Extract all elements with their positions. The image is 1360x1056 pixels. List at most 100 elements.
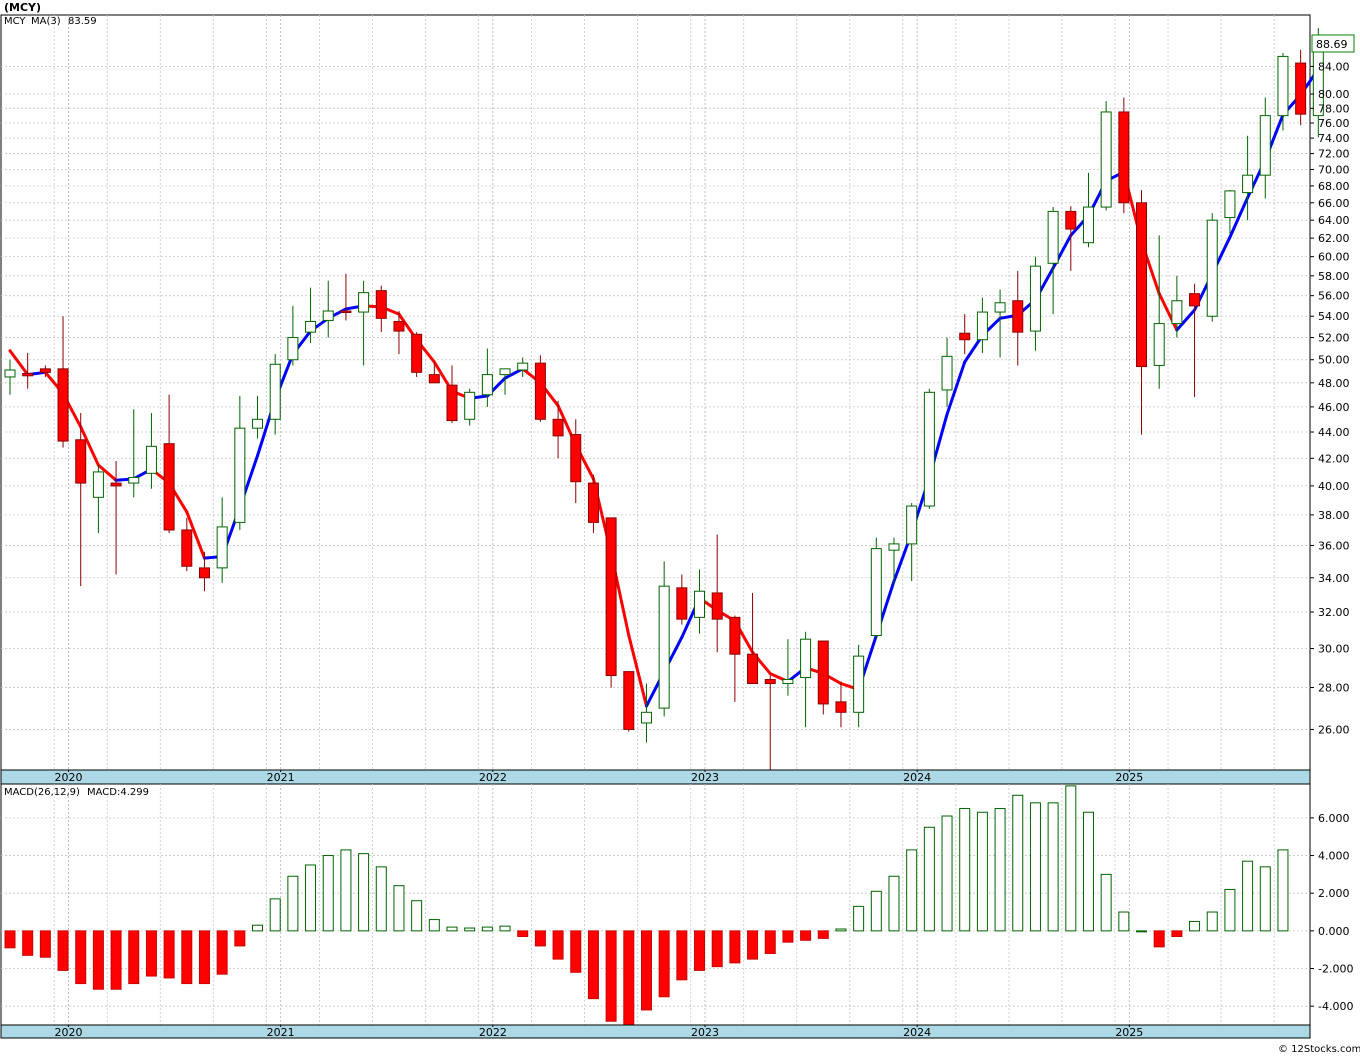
candle-body (234, 427, 246, 523)
candle (1259, 97, 1271, 199)
candle (552, 400, 564, 459)
candle (817, 640, 829, 715)
price-y-tick-label: 56.00 (1318, 290, 1350, 303)
candle-body (534, 362, 546, 420)
macd-bar (1047, 802, 1059, 932)
candle-body (4, 369, 16, 378)
macd-bar (1118, 911, 1130, 932)
macd-bar (481, 926, 493, 932)
price-y-tick-label: 70.00 (1318, 164, 1350, 177)
macd-y-tick-label: 2.000 (1318, 887, 1350, 900)
candle-body (358, 292, 370, 313)
candle-body (287, 337, 299, 361)
ma3-segment (945, 360, 967, 416)
macd-bar (499, 925, 511, 932)
candle (941, 337, 953, 407)
candle (4, 359, 16, 395)
last-price-box (1311, 34, 1355, 53)
candle (994, 289, 1006, 358)
candle (269, 354, 281, 435)
macd-bar (4, 930, 16, 949)
macd-bar (570, 930, 582, 973)
macd-bar (216, 930, 228, 975)
macd-bar (835, 928, 847, 932)
candle-body (92, 471, 104, 498)
year-label: 2021 (267, 771, 295, 784)
price-legend: MCY MA(3) 83.59 (4, 16, 97, 27)
year-label: 2022 (479, 771, 507, 784)
candle (234, 395, 246, 530)
candle-body (22, 372, 34, 377)
macd-date-band (0, 1024, 1311, 1039)
candle (305, 287, 317, 344)
macd-bar (57, 930, 69, 971)
candle (1012, 270, 1024, 366)
candle-body (517, 362, 529, 371)
candle-body (853, 655, 865, 713)
macd-bar (853, 905, 865, 932)
candle-body (711, 592, 723, 620)
price-plot-frame (0, 14, 1311, 771)
price-y-tick-label: 68.00 (1318, 180, 1350, 193)
macd-bar (198, 930, 210, 985)
candle-body (1047, 210, 1059, 264)
candle-body (1171, 300, 1183, 325)
candle (446, 365, 458, 424)
macd-bar (1012, 794, 1024, 932)
price-y-tick-label: 48.00 (1318, 377, 1350, 390)
candle (534, 355, 546, 422)
price-date-band (0, 769, 1311, 785)
price-y-tick-label: 58.00 (1318, 270, 1350, 283)
price-y-tick-label: 72.00 (1318, 148, 1350, 161)
candle-body (446, 384, 458, 422)
macd-bar (817, 930, 829, 939)
macd-bar (1065, 785, 1077, 932)
candle (163, 394, 175, 534)
price-y-tick-label: 54.00 (1318, 310, 1350, 323)
candle (888, 537, 900, 585)
macd-bar (340, 849, 352, 932)
candle-body (198, 567, 210, 579)
candle-body (870, 548, 882, 636)
year-label: 2020 (55, 1026, 83, 1039)
candle (1029, 256, 1041, 351)
candle (976, 297, 988, 353)
candle (39, 365, 51, 377)
candle (22, 352, 34, 389)
macd-grid (1, 784, 1310, 1025)
candle-body (800, 638, 812, 679)
candle (587, 474, 599, 534)
candle (623, 671, 635, 732)
candle-body (747, 653, 759, 685)
candle-body (694, 590, 706, 618)
year-label: 2022 (479, 1026, 507, 1039)
macd-bar (1259, 866, 1271, 932)
macd-bar (640, 930, 652, 1011)
candle-body (1224, 190, 1236, 219)
copyright-footer: © 12Stocks.com (1278, 1044, 1360, 1055)
candle-body (1065, 210, 1077, 230)
price-y-tick-label: 38.00 (1318, 509, 1350, 522)
candle-body (340, 310, 352, 314)
last-price-marker: 88.69 (1311, 34, 1355, 53)
candle-body (923, 391, 935, 507)
candle (1224, 190, 1236, 234)
price-y-tick-label: 66.00 (1318, 197, 1350, 210)
candle-body (75, 439, 87, 484)
macd-bar (587, 930, 599, 1000)
macd-bar (287, 875, 299, 932)
candle-body (906, 505, 918, 545)
candle-body (1118, 111, 1130, 204)
price-y-tick-label: 34.00 (1318, 572, 1350, 585)
macd-y-axis: -4.000 -2.000 0.000 2.000 4.000 6.000 (1310, 812, 1353, 1013)
candle (640, 683, 652, 743)
candle-body (817, 640, 829, 705)
candle (1277, 53, 1289, 131)
candle-body (216, 526, 228, 569)
candle-body (1029, 265, 1041, 332)
macd-bar (110, 930, 122, 990)
candle (923, 388, 935, 509)
candle (694, 569, 706, 634)
macd-bar (1277, 849, 1289, 932)
ma3-segment (627, 633, 648, 708)
